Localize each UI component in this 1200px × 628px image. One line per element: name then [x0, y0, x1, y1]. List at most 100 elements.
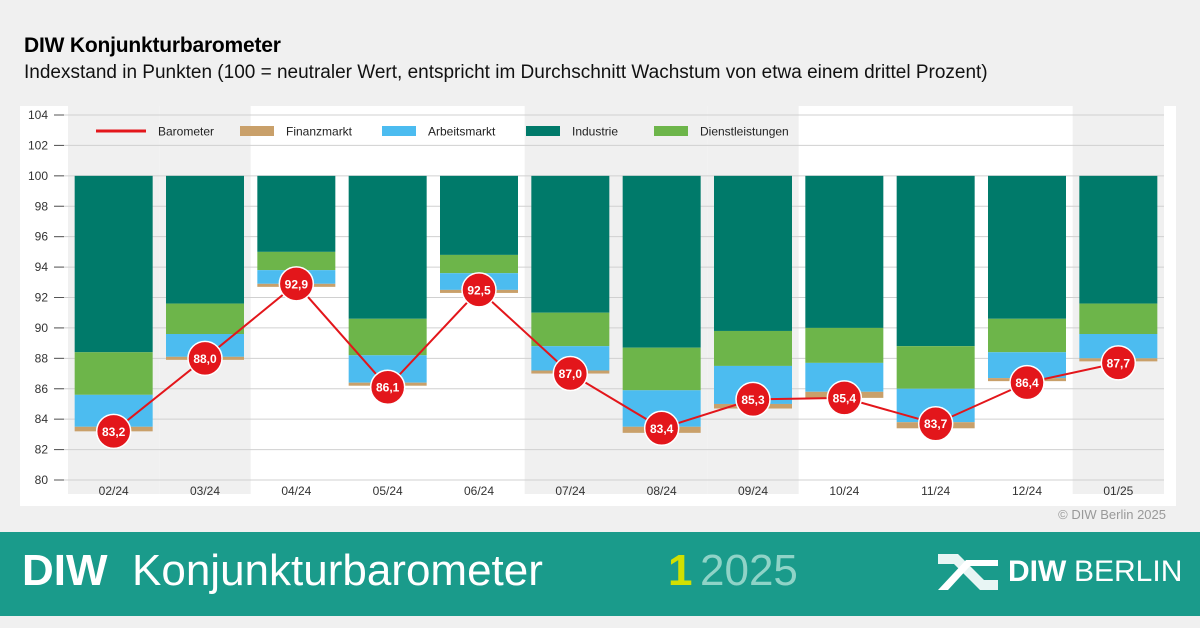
- legend-label-finanzmarkt: Finanzmarkt: [286, 125, 353, 139]
- chart-title: DIW Konjunkturbarometer: [24, 34, 281, 57]
- barometer-line: 83,2 88,0 92,9 86,1 92,5 87,0 83,4 85,3 85,4 83,7…: [95, 266, 1137, 450]
- y-tick-label: 90: [35, 321, 49, 335]
- bar-segment-dienstleistungen: [531, 312, 610, 347]
- bar-segment-industrie: [988, 175, 1066, 319]
- x-axis: 02/24 03/24 04/24 05/24 06/24 07/24 08/24 09/24…: [99, 484, 1134, 498]
- legend-swatch-industrie: [526, 126, 560, 136]
- legend-swatch-dienstleistungen: [654, 126, 688, 136]
- barometer-point: [187, 340, 223, 377]
- y-tick-label: 92: [35, 291, 49, 305]
- barometer-point: [552, 355, 589, 392]
- barometer-point: [369, 369, 406, 405]
- x-tick-label: 08/24: [647, 484, 677, 498]
- logo-berlin-text: BERLIN: [1074, 555, 1183, 588]
- bar-segment-industrie: [166, 175, 244, 304]
- legend-swatch-finanzmarkt: [240, 126, 274, 136]
- barometer-point: [735, 381, 771, 418]
- bar-segment-dienstleistungen: [348, 318, 427, 356]
- footer-publication-name: Konjunkturbarometer: [132, 546, 543, 595]
- bar-segment-dienstleistungen: [257, 251, 336, 271]
- chart-subtitle: Indexstand in Punkten (100 = neutraler W…: [24, 62, 988, 83]
- logo-diw-text: DIW: [1008, 555, 1067, 588]
- bar-segment-dienstleistungen: [988, 318, 1066, 353]
- barometer-point: [826, 380, 863, 416]
- barometer-point: [1009, 364, 1045, 401]
- footer-brand: DIW: [22, 546, 108, 595]
- bar-segment-industrie: [622, 175, 701, 348]
- bar-segment-industrie: [74, 175, 153, 353]
- x-tick-label: 11/24: [921, 484, 950, 498]
- y-tick-label: 98: [35, 199, 49, 213]
- legend-swatch-arbeitsmarkt: [382, 126, 416, 136]
- barometer-data-label: 92,9: [285, 277, 309, 291]
- barometer-data-label: 86,4: [1015, 376, 1039, 390]
- y-tick-label: 94: [35, 260, 49, 274]
- barometer-data-label: 88,0: [193, 352, 217, 366]
- barometer-point: [917, 405, 954, 442]
- barometer-point: [1100, 345, 1137, 381]
- bar-segment-industrie: [348, 175, 427, 319]
- y-tick-label: 96: [35, 230, 49, 244]
- barometer-data-label: 83,7: [924, 417, 948, 431]
- barometer-data-label: 86,1: [376, 381, 400, 395]
- bar-segment-dienstleistungen: [622, 347, 701, 391]
- x-tick-label: 03/24: [190, 484, 220, 498]
- barometer-data-label: 87,0: [559, 367, 583, 381]
- x-tick-label: 02/24: [99, 484, 129, 498]
- chart-header: DIW Konjunkturbarometer Indexstand in Pu…: [0, 0, 1200, 104]
- legend-label-dienstleistungen: Dienstleistungen: [700, 125, 789, 139]
- y-axis: 80 82 84 86 88 90 92 94 96 98 100 102 104: [28, 108, 64, 487]
- y-tick-label: 102: [28, 138, 48, 152]
- bar-segment-industrie: [257, 175, 336, 252]
- bar-segment-dienstleistungen: [805, 327, 884, 363]
- bar-segment-dienstleistungen: [1079, 303, 1158, 334]
- legend-label-industrie: Industrie: [572, 125, 618, 139]
- footer-issue-number: 1: [668, 546, 693, 595]
- bars: [74, 175, 1158, 433]
- bar-segment-dienstleistungen: [74, 352, 153, 395]
- bar-segment-industrie: [531, 175, 610, 313]
- x-tick-label: 04/24: [281, 484, 311, 498]
- y-tick-label: 104: [28, 108, 48, 122]
- diw-logo-icon: [938, 554, 998, 590]
- y-tick-label: 80: [35, 473, 49, 487]
- y-tick-label: 82: [35, 443, 49, 457]
- bar-segment-industrie: [805, 175, 884, 328]
- barometer-data-label: 85,3: [741, 393, 765, 407]
- barometer-point: [278, 266, 315, 302]
- barometer-data-label: 92,5: [467, 283, 491, 297]
- footer-issue-year: 2025: [700, 546, 798, 595]
- legend: Barometer Finanzmarkt Arbeitsmarkt Industri…: [96, 125, 789, 139]
- legend-label-barometer: Barometer: [158, 125, 214, 139]
- x-tick-label: 07/24: [555, 484, 585, 498]
- y-tick-label: 86: [35, 382, 49, 396]
- barometer-data-label: 87,7: [1107, 356, 1131, 370]
- bar-segment-dienstleistungen: [896, 346, 975, 389]
- barometer-data-label: 85,4: [833, 391, 857, 405]
- barometer-point: [643, 410, 680, 447]
- x-tick-label: 12/24: [1012, 484, 1042, 498]
- x-tick-label: 05/24: [373, 484, 403, 498]
- barometer-data-label: 83,4: [650, 422, 674, 436]
- footer-bottom-strip: [0, 616, 1200, 628]
- bar-segment-dienstleistungen: [714, 330, 792, 366]
- footer-banner: [0, 532, 1200, 616]
- barometer-point: [95, 413, 132, 450]
- legend-label-arbeitsmarkt: Arbeitsmarkt: [428, 125, 496, 139]
- x-tick-label: 01/25: [1103, 484, 1133, 498]
- bar-segment-dienstleistungen: [440, 254, 518, 274]
- barometer-data-label: 83,2: [102, 425, 126, 439]
- chart: 80 82 84 86 88 90 92 94 96 98 100 102 104 83,2 88,0 92…: [20, 106, 1176, 506]
- x-tick-label: 10/24: [829, 484, 859, 498]
- bar-segment-industrie: [896, 175, 975, 347]
- bar-segment-industrie: [1079, 175, 1158, 304]
- barometer-point: [461, 272, 497, 308]
- bar-segment-industrie: [440, 175, 518, 255]
- copyright: © DIW Berlin 2025: [1058, 507, 1166, 522]
- y-tick-label: 84: [35, 412, 49, 426]
- x-tick-label: 09/24: [738, 484, 768, 498]
- x-tick-label: 06/24: [464, 484, 494, 498]
- bar-segment-industrie: [714, 175, 792, 331]
- y-tick-label: 88: [35, 351, 49, 365]
- bar-segment-dienstleistungen: [166, 303, 244, 334]
